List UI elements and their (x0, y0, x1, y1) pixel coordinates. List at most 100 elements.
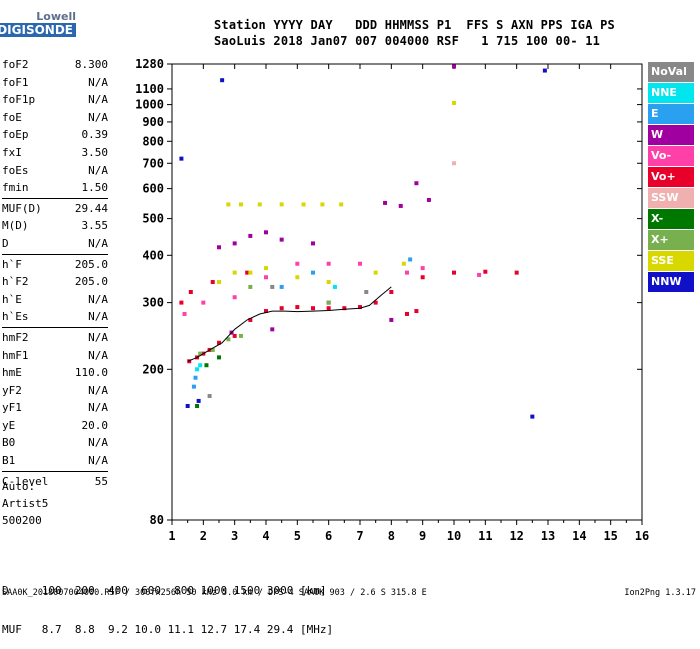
echo-point (301, 202, 306, 207)
header-keys: Station YYYY DAY DDD HHMMSS P1 FFS S AXN… (214, 18, 615, 32)
echo-point (279, 284, 284, 289)
x-tick-label: 10 (447, 529, 461, 543)
echo-point (188, 290, 193, 294)
legend-item-w: W (648, 125, 694, 145)
param-separator (2, 326, 108, 328)
echo-point (279, 202, 284, 207)
param-row: hmF2 N/A (2, 329, 108, 347)
legend-item-vominus: Vo- (648, 146, 694, 166)
echo-point (185, 404, 190, 408)
echo-point (232, 270, 237, 275)
echo-point (193, 375, 198, 380)
param-row: foE N/A (2, 109, 108, 127)
param-separator (2, 470, 108, 472)
param-value: 205.0 (74, 275, 108, 289)
legend-item-xplus: X+ (648, 230, 694, 250)
echo-point (217, 340, 221, 345)
param-value: 3.50 (81, 145, 109, 159)
param-row: h`F2 205.0 (2, 273, 108, 291)
param-name: D (2, 236, 9, 250)
echo-point (196, 398, 201, 403)
y-tick-label: 900 (142, 115, 164, 129)
echo-point (226, 202, 231, 207)
param-name: M(D) (2, 219, 29, 233)
echo-point (245, 270, 250, 275)
x-tick-label: 1 (168, 529, 175, 543)
x-tick-label: 12 (509, 529, 523, 543)
param-name: B0 (2, 436, 16, 450)
auto-scaling-info: Auto: Artist5 500200 (2, 478, 48, 529)
echo-point (210, 347, 215, 352)
echo-point (477, 272, 482, 277)
version-label: Ion2Png 1.3.17 (624, 588, 696, 598)
plot-frame (171, 63, 643, 521)
echo-point (373, 300, 378, 305)
ionogram-chart: 1 2 3 4 5 6 7 8 9 10 11 12 13 14 15 1680200300400500600… (135, 57, 649, 543)
echo-point (232, 333, 237, 338)
echo-point (405, 270, 409, 275)
param-name: foF1p (2, 93, 36, 107)
param-value: N/A (88, 401, 108, 415)
echo-point (182, 311, 187, 316)
param-value: 55 (94, 474, 108, 488)
echo-point (339, 202, 344, 207)
echo-point (426, 197, 431, 202)
param-row: D N/A (2, 235, 108, 253)
echo-point (332, 284, 337, 289)
echo-point (198, 363, 203, 368)
x-tick-label: 16 (635, 529, 649, 543)
echo-point (264, 309, 268, 314)
echo-point (542, 68, 547, 73)
echo-point (398, 203, 403, 208)
param-value: N/A (88, 330, 108, 344)
x-tick-label: 14 (572, 529, 586, 543)
param-name: foEs (2, 163, 29, 177)
param-name: hmE (2, 366, 22, 380)
param-row: foF1 N/A (2, 74, 108, 92)
echo-point (195, 367, 200, 372)
param-name: foE (2, 110, 22, 124)
echo-point (248, 317, 253, 322)
param-row: fxI 3.50 (2, 144, 108, 162)
param-row: B1 N/A (2, 452, 108, 470)
echo-point (452, 270, 456, 275)
param-row: hmF1 N/A (2, 347, 108, 365)
echo-point (295, 261, 300, 266)
auto-code: 500200 (2, 514, 42, 527)
y-tick-label: 1000 (135, 98, 164, 112)
legend-item-xminus: X- (648, 209, 694, 229)
y-tick-label: 1280 (135, 57, 164, 71)
param-name: MUF(D) (2, 201, 42, 215)
param-value: N/A (88, 75, 108, 89)
logo-line2: DIGISONDE (0, 23, 76, 37)
echo-point (220, 78, 225, 83)
auto-label: Auto: (2, 480, 36, 493)
parameter-panel: foF2 8.300 foF1 N/A foF1p N/A foE N/A foEp 0.39 fx… (2, 56, 108, 490)
echo-point (452, 161, 456, 166)
echo-point (191, 384, 196, 389)
param-name: B1 (2, 454, 16, 468)
echo-point (270, 327, 275, 332)
param-name: yF2 (2, 383, 22, 397)
param-value: N/A (88, 110, 108, 124)
y-tick-label: 300 (142, 296, 164, 310)
echo-point (320, 202, 325, 207)
echo-point (195, 404, 200, 408)
echo-point (198, 351, 203, 356)
param-row: C-level 55 (2, 473, 108, 491)
echo-point (201, 300, 206, 305)
param-separator (2, 253, 108, 255)
param-row: foEs N/A (2, 162, 108, 180)
echo-point (364, 290, 369, 294)
x-tick-label: 8 (388, 529, 395, 543)
echo-point (295, 305, 300, 310)
x-tick-label: 9 (419, 529, 426, 543)
echo-point (420, 275, 425, 280)
param-name: fxI (2, 145, 22, 159)
param-value: 8.300 (74, 58, 108, 71)
echo-point (358, 305, 362, 310)
param-value: N/A (88, 163, 108, 177)
echo-point (270, 284, 275, 289)
y-tick-label: 200 (142, 362, 164, 376)
echo-point (311, 241, 315, 246)
